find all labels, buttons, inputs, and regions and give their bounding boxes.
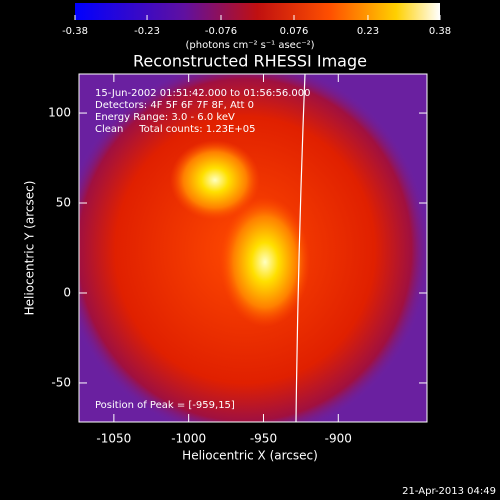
y-axis-label: Heliocentric Y (arcsec) (23, 181, 37, 316)
colorbar-tick-label: 0.23 (357, 26, 379, 37)
chart-title: Reconstructed RHESSI Image (133, 52, 367, 71)
colorbar-tick-label: -0.38 (62, 26, 88, 37)
y-tick-label: 100 (48, 106, 71, 120)
annotation: Detectors: 4F 5F 6F 7F 8F, Att 0 (95, 100, 254, 111)
annotation: Energy Range: 3.0 - 6.0 keV (95, 112, 235, 123)
image (79, 74, 427, 422)
y-tick-label: 0 (63, 285, 71, 299)
x-tick-label: -900 (325, 432, 352, 446)
annotation: 15-Jun-2002 01:51:42.000 to 01:56:56.000 (95, 88, 311, 99)
y-tick-label: -50 (51, 375, 71, 389)
colorbar-tick-label: -0.23 (134, 26, 160, 37)
y-tick-label: 50 (56, 196, 71, 210)
peak-label: Position of Peak = [-959,15] (95, 400, 235, 411)
x-tick-label: -1050 (96, 432, 131, 446)
colorbar (75, 3, 440, 20)
colorbar-label: (photons cm⁻² s⁻¹ asec⁻²) (185, 40, 314, 51)
annotation: Clean Total counts: 1.23E+05 (95, 124, 255, 135)
colorbar-tick-label: -0.076 (205, 26, 237, 37)
colorbar-tick-label: 0.38 (429, 26, 451, 37)
x-axis-label: Heliocentric X (arcsec) (182, 449, 318, 463)
plot-frame (78, 73, 428, 423)
limb (295, 74, 306, 422)
colorbar-tick-label: 0.076 (280, 26, 309, 37)
x-tick-label: -950 (250, 432, 277, 446)
footer: 21-Apr-2013 04:49 (402, 486, 496, 497)
x-tick-label: -1000 (171, 432, 206, 446)
